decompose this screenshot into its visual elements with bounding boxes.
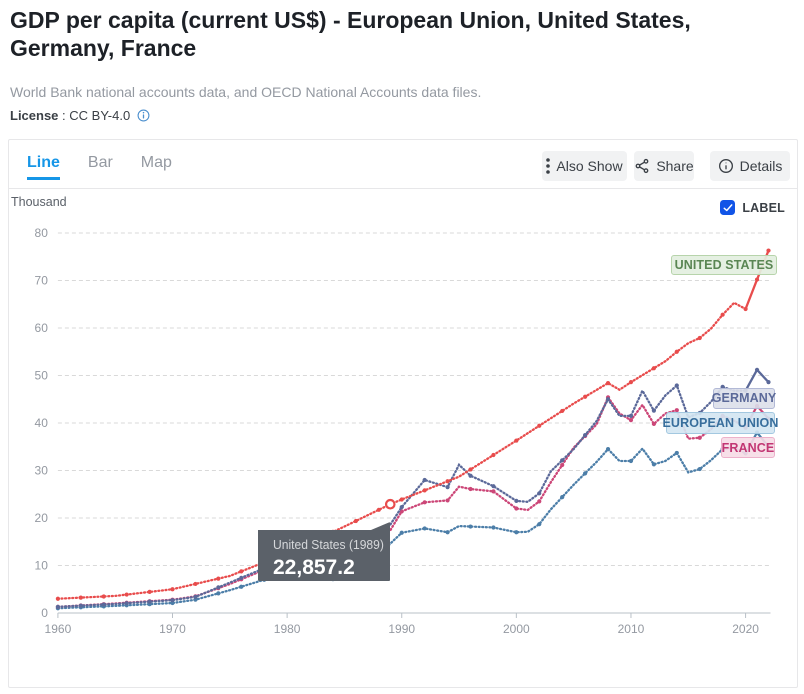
svg-text:30: 30 <box>35 464 49 478</box>
svg-text:0: 0 <box>41 606 48 620</box>
svg-text:40: 40 <box>35 416 49 430</box>
svg-text:1960: 1960 <box>45 622 72 636</box>
svg-text:20: 20 <box>35 511 49 525</box>
svg-text:70: 70 <box>35 274 49 288</box>
svg-text:2020: 2020 <box>732 622 759 636</box>
svg-text:80: 80 <box>35 226 49 240</box>
svg-text:50: 50 <box>35 369 49 383</box>
svg-text:10: 10 <box>35 559 49 573</box>
svg-text:60: 60 <box>35 321 49 335</box>
svg-text:2000: 2000 <box>503 622 530 636</box>
svg-text:1990: 1990 <box>388 622 415 636</box>
svg-text:2010: 2010 <box>618 622 645 636</box>
svg-text:1980: 1980 <box>274 622 301 636</box>
svg-text:1970: 1970 <box>159 622 186 636</box>
